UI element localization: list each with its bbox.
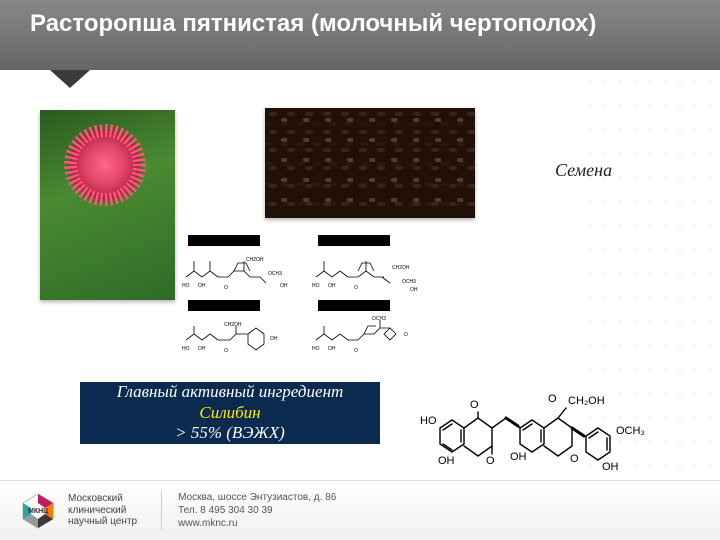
mol-label: O [486, 455, 495, 467]
banner-line1: Главный активный ингредиент [80, 382, 380, 402]
molecule-2: HO OH CH2OH OCH3 O OH [310, 235, 440, 299]
mol-label: O [548, 393, 557, 405]
svg-text:HO: HO [182, 283, 190, 289]
slide-title: Расторопша пятнистая (молочный чертополо… [0, 0, 720, 48]
title-pointer [50, 70, 90, 88]
mol-label: O [570, 453, 579, 465]
svg-text:HO: HO [312, 346, 320, 352]
logo-icon: МКНЦ [18, 491, 58, 531]
mol-label: CH₂OH [568, 395, 605, 407]
mol-label: OH [510, 451, 527, 463]
org-line2: клинический [68, 505, 137, 517]
mol-label: OH [438, 455, 455, 467]
molecule-1: HO OH O OCH3 CH2OH OH [180, 235, 310, 299]
molecule-structure-icon: HO OH CH2OH OH O [180, 312, 310, 364]
thistle-flower [70, 130, 140, 200]
mol-label: OH [602, 461, 619, 473]
svg-text:OCH3: OCH3 [268, 271, 282, 277]
mol-label: O [470, 399, 479, 411]
banner-line2: Силибин [80, 403, 380, 423]
svg-text:OCH3: OCH3 [372, 316, 386, 322]
org-name: Московский клинический научный центр [68, 493, 137, 528]
address-line: Москва, шоссе Энтузиастов, д. 86 [178, 491, 336, 504]
molecule-3: HO OH CH2OH OH O [180, 300, 310, 364]
seeds-photo [265, 108, 475, 218]
title-bar: Расторопша пятнистая (молочный чертополо… [0, 0, 720, 70]
contact-block: Москва, шоссе Энтузиастов, д. 86 Тел. 8 … [161, 491, 336, 530]
molecule-label-bar [188, 300, 260, 311]
svg-text:OCH3: OCH3 [402, 279, 416, 285]
svg-text:OH: OH [270, 336, 278, 342]
molecule-label-bar [318, 300, 390, 311]
svg-text:OH: OH [410, 287, 418, 293]
svg-text:OH: OH [328, 283, 336, 289]
svg-text:OH: OH [198, 346, 206, 352]
mol-label: HO [420, 415, 437, 427]
plant-photo [40, 110, 175, 300]
svg-text:OH: OH [280, 283, 288, 289]
molecule-label-bar [188, 235, 260, 246]
molecule-4: HO OH OCH3 O O [310, 300, 440, 364]
svg-text:O: O [354, 348, 358, 354]
svg-text:МКНЦ: МКНЦ [28, 508, 49, 515]
svg-text:O: O [224, 348, 228, 354]
svg-text:OH: OH [198, 283, 206, 289]
molecule-structure-icon: HO OH CH2OH OCH3 O OH [310, 247, 440, 299]
svg-text:CH2OH: CH2OH [224, 322, 242, 328]
footer: МКНЦ Московский клинический научный цент… [0, 480, 720, 540]
molecule-structure-icon: HO OH O OCH3 CH2OH OH [180, 247, 310, 299]
svg-text:HO: HO [182, 346, 190, 352]
mol-label: OCH₃ [616, 425, 645, 437]
molecule-structure-icon: HO OH OCH3 O O [310, 312, 440, 364]
svg-text:OH: OH [328, 346, 336, 352]
org-line1: Московский [68, 493, 137, 505]
svg-text:CH2OH: CH2OH [392, 265, 410, 271]
svg-text:HO: HO [312, 283, 320, 289]
banner-line3: > 55% (ВЭЖХ) [80, 423, 380, 443]
molecule-label-bar [318, 235, 390, 246]
silybin-structure: HO OH O O OH O CH₂OH O OCH₃ OH [420, 378, 690, 478]
svg-text:CH2OH: CH2OH [246, 257, 264, 263]
website-line: www.mknc.ru [178, 517, 336, 530]
slide: Расторопша пятнистая (молочный чертополо… [0, 0, 720, 540]
small-molecules-grid: HO OH O OCH3 CH2OH OH HO OH CH2OH OCH3 O OH [180, 235, 440, 365]
org-line3: научный центр [68, 516, 137, 528]
svg-text:O: O [224, 285, 228, 291]
svg-text:O: O [404, 332, 408, 338]
svg-text:O: O [354, 285, 358, 291]
seeds-label: Семена [555, 160, 612, 181]
ingredient-banner: Главный активный ингредиент Силибин > 55… [80, 382, 380, 444]
phone-line: Тел. 8 495 304 30 39 [178, 504, 336, 517]
